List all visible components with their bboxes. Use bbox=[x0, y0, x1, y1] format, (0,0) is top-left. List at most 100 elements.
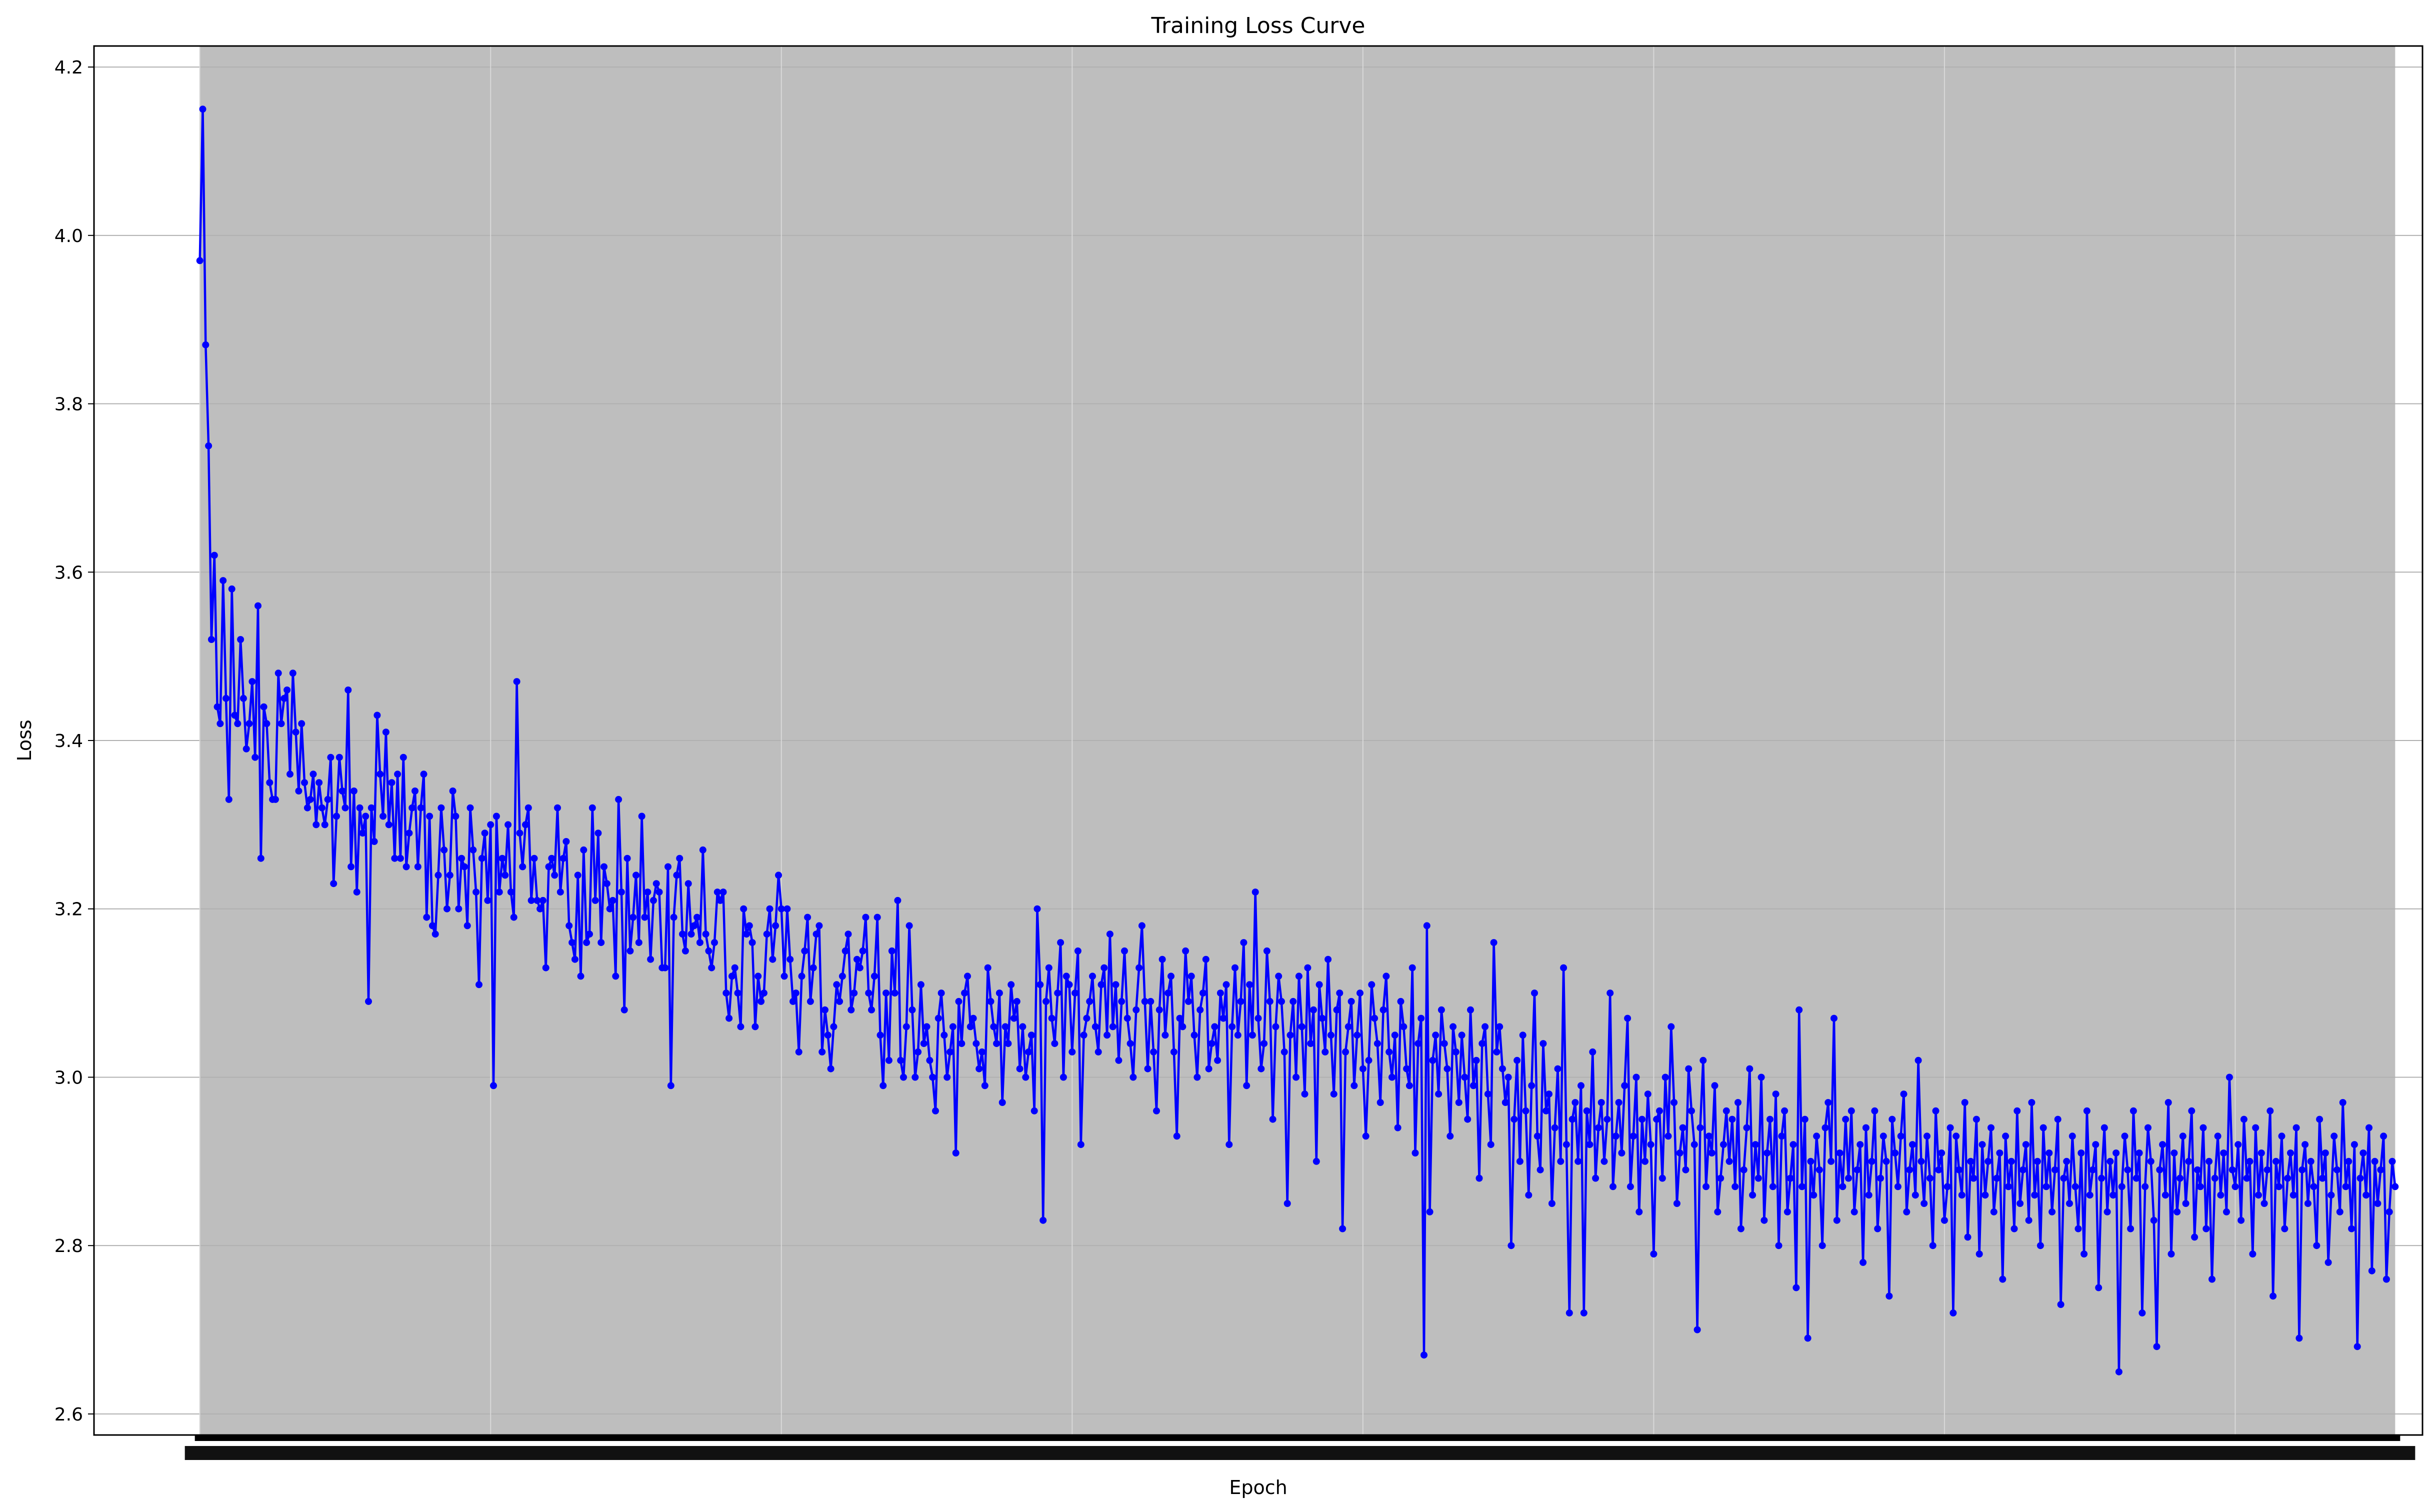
data-point bbox=[1234, 1032, 1242, 1039]
data-point bbox=[1536, 1166, 1544, 1174]
data-point bbox=[2324, 1258, 2332, 1266]
data-point bbox=[333, 812, 340, 820]
data-point bbox=[2260, 1200, 2268, 1207]
data-point bbox=[670, 914, 678, 921]
data-point bbox=[752, 1023, 759, 1030]
data-point bbox=[534, 896, 541, 904]
data-point bbox=[1824, 1099, 1832, 1106]
data-point bbox=[2060, 1174, 2068, 1182]
data-point bbox=[2234, 1141, 2242, 1148]
data-point bbox=[842, 947, 849, 954]
data-point bbox=[624, 854, 631, 862]
data-point bbox=[844, 930, 852, 938]
data-point bbox=[1766, 1116, 1774, 1123]
data-point bbox=[1493, 1048, 1500, 1056]
data-point bbox=[1220, 1014, 1227, 1022]
data-point bbox=[481, 830, 488, 837]
data-point bbox=[1141, 998, 1148, 1005]
data-point bbox=[222, 694, 230, 702]
data-point bbox=[1074, 947, 1082, 954]
data-point bbox=[1200, 990, 1206, 997]
data-point bbox=[1554, 1065, 1562, 1072]
data-point bbox=[1362, 1132, 1370, 1140]
data-point bbox=[1918, 1158, 1925, 1165]
data-point bbox=[882, 990, 890, 997]
data-point bbox=[402, 863, 410, 870]
data-point bbox=[2031, 1192, 2038, 1199]
data-point bbox=[2048, 1208, 2056, 1216]
data-point bbox=[1194, 1074, 1201, 1081]
data-point bbox=[1464, 1116, 1472, 1123]
data-point bbox=[682, 947, 689, 954]
data-point bbox=[1467, 1006, 1474, 1014]
data-point bbox=[1025, 1048, 1032, 1056]
data-point bbox=[833, 981, 840, 988]
data-point bbox=[720, 888, 727, 896]
data-point bbox=[870, 972, 878, 980]
data-point bbox=[2296, 1334, 2303, 1342]
data-point bbox=[1696, 1124, 1704, 1132]
data-point bbox=[464, 922, 471, 930]
data-point bbox=[1682, 1166, 1690, 1174]
data-point bbox=[2014, 1107, 2021, 1114]
data-point bbox=[958, 1040, 966, 1048]
data-point bbox=[850, 990, 858, 997]
y-tick-label: 3.2 bbox=[54, 900, 83, 920]
data-point bbox=[1754, 1174, 1762, 1182]
data-point bbox=[1208, 1040, 1216, 1048]
data-point bbox=[714, 888, 721, 896]
data-point bbox=[1610, 1183, 1616, 1190]
data-point bbox=[1514, 1056, 1521, 1064]
data-point bbox=[490, 1082, 497, 1090]
data-point bbox=[812, 930, 820, 938]
data-point bbox=[324, 796, 332, 803]
data-point bbox=[763, 930, 770, 938]
data-point bbox=[2004, 1183, 2012, 1190]
data-point bbox=[1196, 1006, 1204, 1014]
data-point bbox=[583, 939, 590, 946]
data-point bbox=[539, 896, 546, 904]
data-point bbox=[885, 1056, 892, 1064]
data-point bbox=[412, 788, 418, 794]
data-point bbox=[1150, 1048, 1158, 1056]
data-point bbox=[1958, 1192, 1966, 1199]
data-point bbox=[551, 872, 558, 879]
data-point bbox=[1903, 1208, 1910, 1216]
data-point bbox=[801, 947, 808, 954]
data-point bbox=[1278, 998, 1285, 1005]
data-point bbox=[830, 1023, 838, 1030]
data-point bbox=[1630, 1132, 1637, 1140]
data-point bbox=[618, 888, 625, 896]
data-point bbox=[2194, 1166, 2201, 1174]
y-tick-label: 4.0 bbox=[54, 226, 83, 246]
data-point bbox=[1228, 1023, 1236, 1030]
data-point bbox=[298, 720, 306, 728]
data-point bbox=[1168, 972, 1174, 980]
data-point bbox=[342, 804, 349, 812]
data-point bbox=[810, 964, 817, 972]
data-point bbox=[1871, 1107, 1878, 1114]
data-point bbox=[929, 1074, 936, 1081]
data-point bbox=[1673, 1200, 1680, 1207]
data-point bbox=[2386, 1208, 2393, 1216]
data-point bbox=[1845, 1174, 1852, 1182]
data-point bbox=[1580, 1309, 1588, 1316]
data-point bbox=[356, 804, 364, 812]
data-point bbox=[1769, 1183, 1776, 1190]
data-point bbox=[1688, 1107, 1695, 1114]
data-point bbox=[1002, 1023, 1009, 1030]
data-point bbox=[1030, 1107, 1038, 1114]
data-point bbox=[1406, 1082, 1413, 1090]
data-point bbox=[914, 1048, 922, 1056]
data-point bbox=[1566, 1309, 1573, 1316]
data-point bbox=[1714, 1208, 1722, 1216]
data-point bbox=[1042, 998, 1050, 1005]
data-point bbox=[1888, 1116, 1896, 1123]
data-point bbox=[2074, 1225, 2082, 1232]
data-point bbox=[2130, 1107, 2137, 1114]
data-point bbox=[1010, 1014, 1018, 1022]
data-point bbox=[382, 728, 390, 736]
data-point bbox=[993, 1040, 1000, 1048]
data-point bbox=[1540, 1040, 1547, 1048]
data-point bbox=[310, 770, 317, 778]
